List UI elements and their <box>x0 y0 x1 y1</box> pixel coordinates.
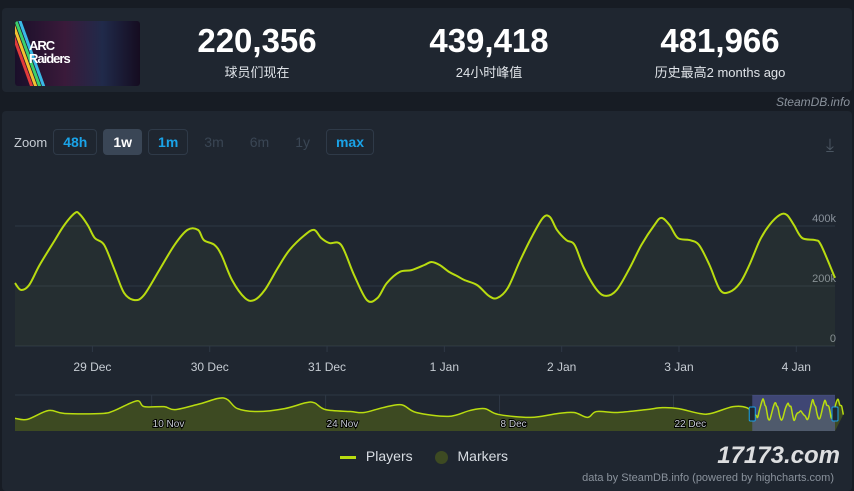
stat-label: 球员们现在 <box>224 65 290 80</box>
zoom-3m-button[interactable]: 3m <box>204 134 224 150</box>
legend-players-label: Players <box>365 448 413 464</box>
download-icon[interactable]: ⤓ <box>826 135 834 155</box>
navigator-handle-right[interactable] <box>831 406 839 422</box>
x-tick-label: 2 Jan <box>547 360 576 374</box>
zoom-controls: Zoom 48h 1w 1m 3m 6m 1y max <box>14 129 380 155</box>
y-tick-label: 0 <box>830 333 836 345</box>
y-tick-label: 400k <box>812 213 836 225</box>
players-line <box>14 211 836 303</box>
zoom-1w-button[interactable]: 1w <box>103 129 143 155</box>
legend-markers-label: Markers <box>457 448 509 464</box>
stat-value: 481,966 <box>660 22 780 59</box>
legend-markers[interactable]: Markers <box>434 448 515 464</box>
app-summary-card: ARC Raiders 220,356 球员们现在 439,418 24小时峰值 … <box>2 8 852 92</box>
navigator-handle-left[interactable] <box>748 406 756 422</box>
navigator-tick-label: 22 Dec <box>674 419 706 430</box>
x-tick-label: 4 Jan <box>782 360 811 374</box>
game-logo: ARC Raiders <box>29 38 71 66</box>
zoom-1y-button[interactable]: 1y <box>295 134 310 150</box>
x-tick-label: 30 Dec <box>191 360 229 374</box>
zoom-1m-button[interactable]: 1m <box>148 129 189 155</box>
x-tick-label: 29 Dec <box>73 360 111 374</box>
stat-label: 历史最高2 months ago <box>654 65 786 80</box>
zoom-label: Zoom <box>14 134 48 150</box>
x-tick-label: 3 Jan <box>664 360 693 374</box>
stat-24h-peak: 439,418 24小时峰值 <box>379 22 599 81</box>
stat-label: 24小时峰值 <box>455 65 523 80</box>
legend-players[interactable]: Players <box>339 448 419 464</box>
chart-credits[interactable]: data by SteamDB.info (powered by highcha… <box>582 472 834 484</box>
x-tick-label: 31 Dec <box>308 360 346 374</box>
navigator-tick-label: 8 Dec <box>501 419 527 430</box>
zoom-6m-button[interactable]: 6m <box>249 134 270 150</box>
game-thumbnail[interactable]: ARC Raiders <box>15 21 140 86</box>
stat-current-players: 220,356 球员们现在 <box>147 22 367 81</box>
navigator-selection[interactable] <box>752 395 835 431</box>
navigator-tick-label: 10 Nov <box>153 419 185 430</box>
x-tick-label: 1 Jan <box>430 360 459 374</box>
stat-value: 439,418 <box>429 22 549 59</box>
chart-legend: Players Markers <box>2 448 852 464</box>
steamdb-credit[interactable]: SteamDB.info <box>775 95 850 109</box>
navigator-line <box>14 397 845 422</box>
watermark: 17173.com <box>717 442 840 469</box>
stat-all-time-peak: 481,966 历史最高2 months ago <box>610 22 830 81</box>
navigator-tick-label: 24 Nov <box>327 419 359 430</box>
players-area <box>15 212 835 346</box>
y-tick-label: 200k <box>812 273 836 285</box>
stat-value: 220,356 <box>197 22 317 59</box>
zoom-max-button[interactable]: max <box>325 129 375 155</box>
navigator-area <box>15 397 844 431</box>
zoom-48h-button[interactable]: 48h <box>53 129 98 155</box>
